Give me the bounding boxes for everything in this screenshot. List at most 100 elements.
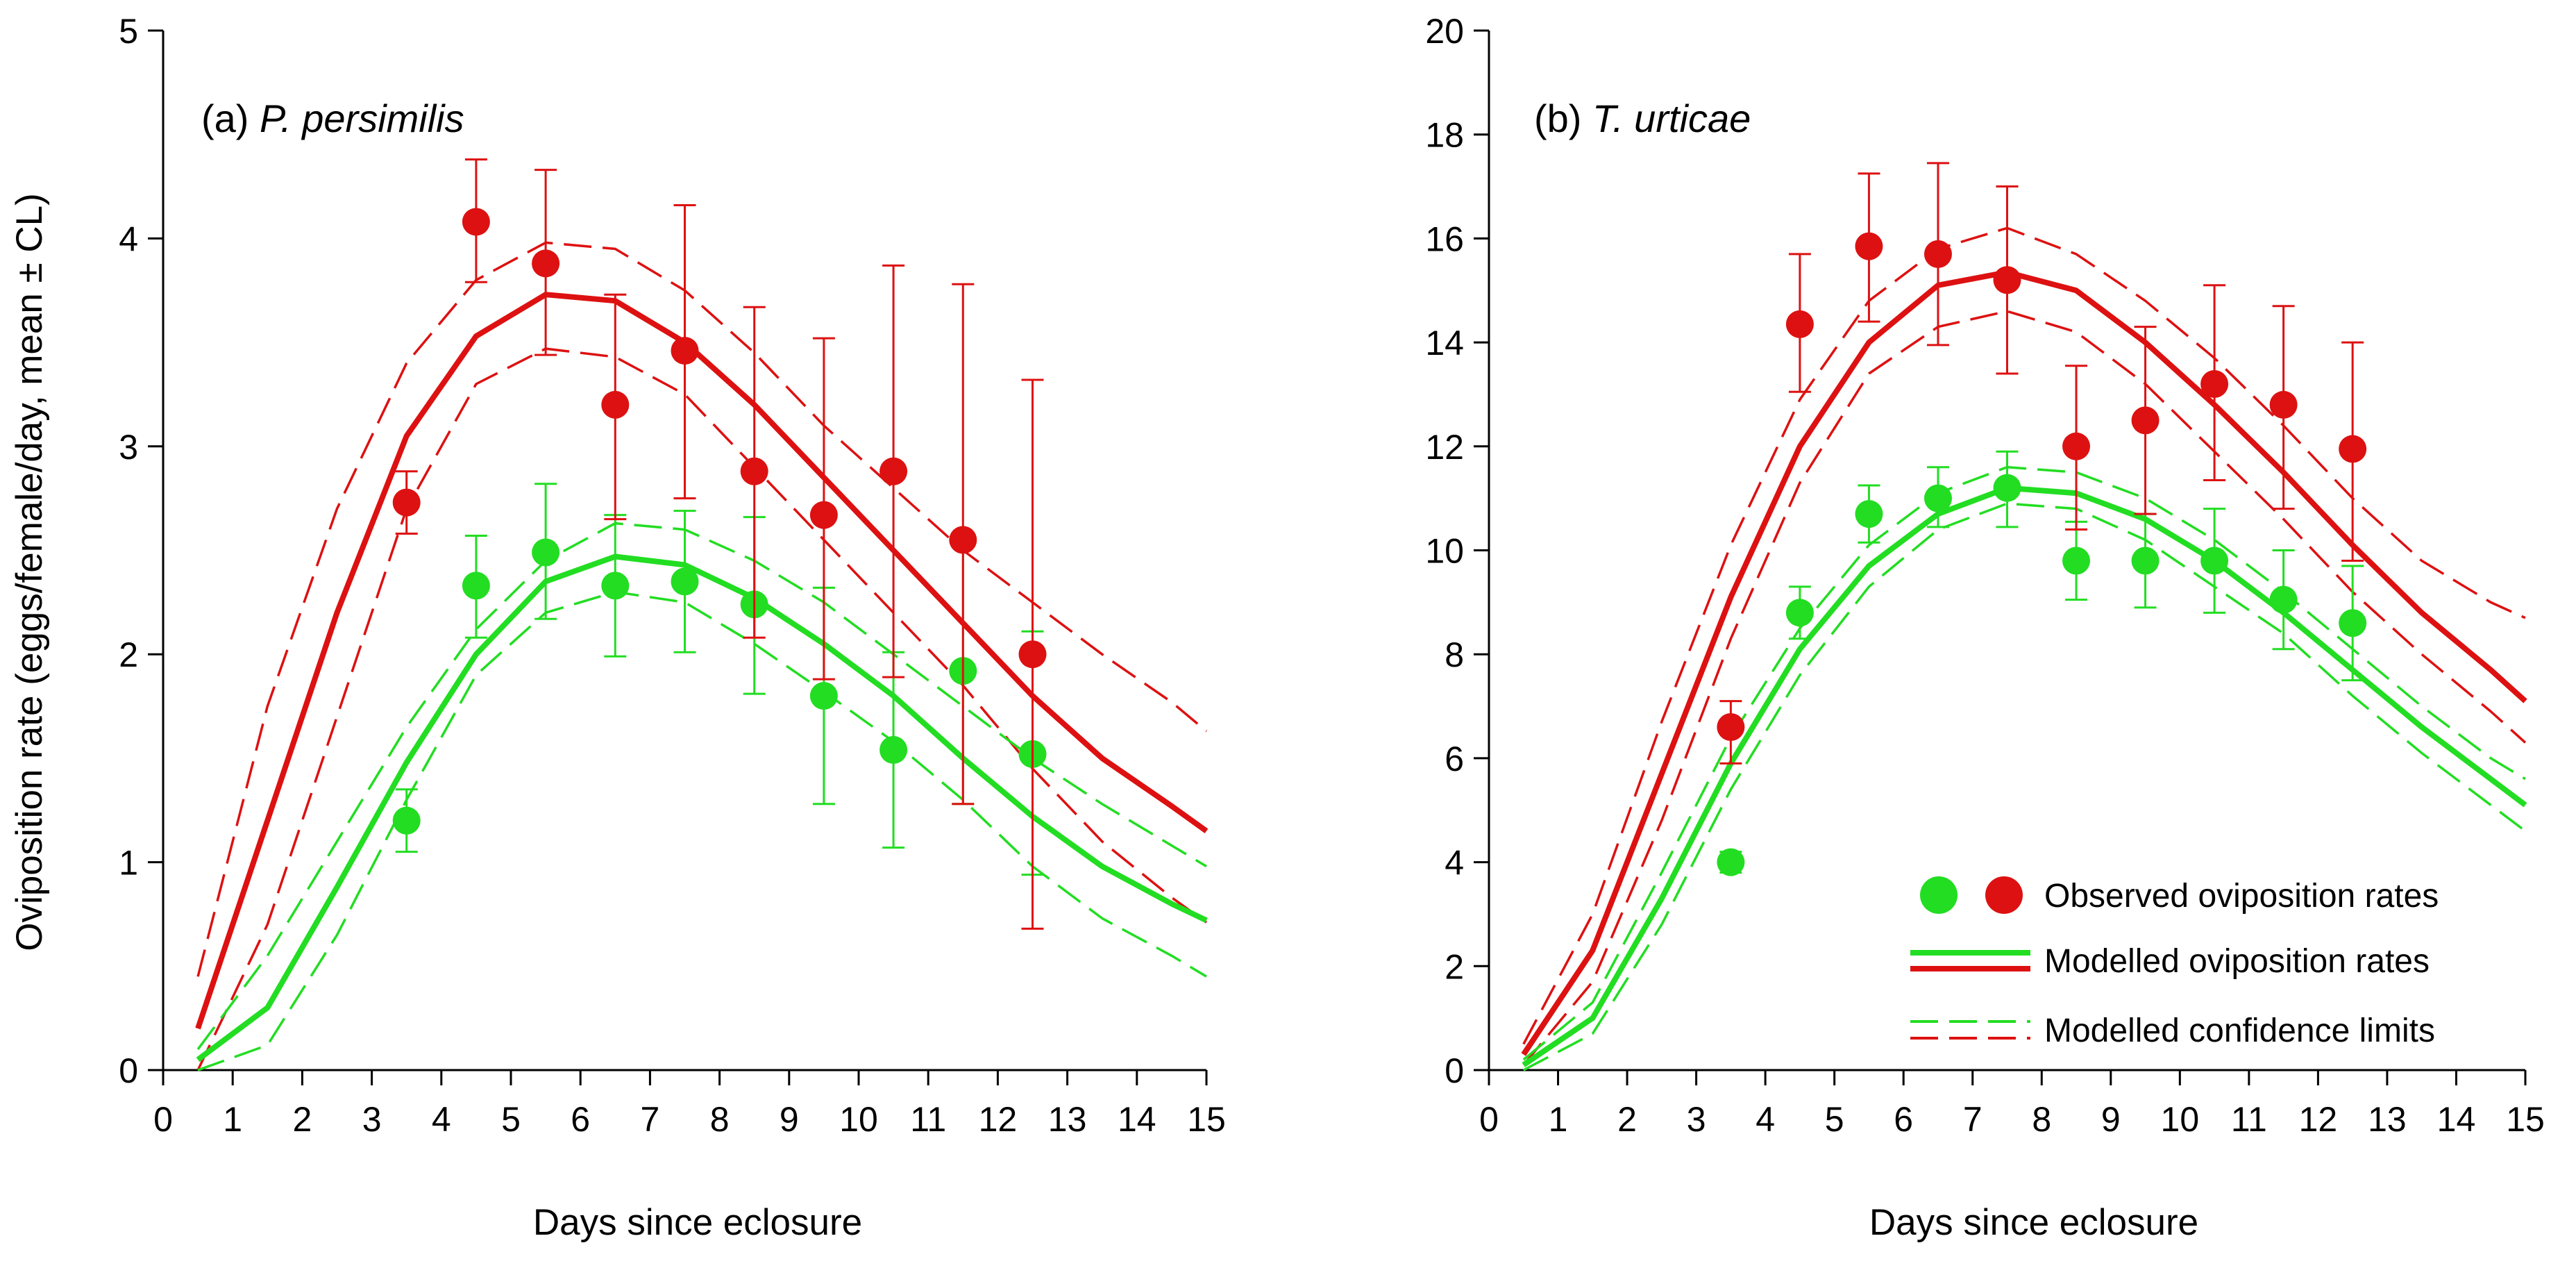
panel-b-x-tick-label: 8 bbox=[2032, 1100, 2051, 1139]
panel-b-x-tick-label: 4 bbox=[1756, 1100, 1775, 1139]
panel-b-x-tick-label: 1 bbox=[1549, 1100, 1568, 1139]
legend-label-modelled: Modelled oviposition rates bbox=[2044, 943, 2430, 980]
panel-b-green-observed-point bbox=[2269, 585, 2298, 614]
panel-b-x-tick-label: 5 bbox=[1825, 1100, 1844, 1139]
panel-b-red-confidence-line bbox=[1522, 226, 2526, 1045]
panel-b-label: (b) T. urticae bbox=[1534, 97, 1751, 140]
panel-b-green-confidence-line bbox=[1522, 465, 2526, 1061]
panel-b-x-tick-label: 2 bbox=[1617, 1100, 1637, 1139]
panel-a-label: (a) P. persimilis bbox=[201, 97, 464, 140]
panel-a-x-tick-label: 14 bbox=[1118, 1100, 1156, 1139]
panel-b-red-observed-point bbox=[1923, 240, 1952, 268]
panel-b-y-tick-label: 2 bbox=[1445, 947, 1464, 986]
panel-a-green-observed-point bbox=[392, 806, 421, 835]
panel-a-red-observed-point bbox=[1018, 640, 1047, 669]
panel-a-y-tick-label: 1 bbox=[119, 844, 138, 883]
panel-b-green-observed-point bbox=[1993, 474, 2021, 502]
panel-a-x-tick-label: 9 bbox=[780, 1100, 799, 1139]
panel-a-red-observed-point bbox=[462, 208, 490, 236]
panel-b-y-tick-label: 14 bbox=[1425, 324, 1464, 362]
panel-b-x-tick-label: 3 bbox=[1687, 1100, 1706, 1139]
panel-b-red-observed-point bbox=[2339, 435, 2367, 463]
panel-b-x-tick-label: 15 bbox=[2506, 1100, 2545, 1139]
panel-a-red-confidence-line bbox=[196, 347, 1208, 1071]
panel-b-green-model-line bbox=[1522, 485, 2527, 1067]
panel-a-x-tick-label: 12 bbox=[979, 1100, 1018, 1139]
panel-b-x-tick-label: 13 bbox=[2368, 1100, 2407, 1139]
panel-a-x-tick-label: 5 bbox=[501, 1100, 521, 1139]
panel-b-green-confidence-line bbox=[1522, 502, 2527, 1071]
panel-b-x-tick-label: 10 bbox=[2161, 1100, 2200, 1139]
panel-b-green-observed-point bbox=[2200, 547, 2229, 575]
panel-a-red-observed-point bbox=[740, 457, 768, 485]
panel-b-y-tick-label: 4 bbox=[1445, 844, 1464, 883]
panel-a-green-observed-point bbox=[462, 572, 490, 600]
panel-b-red-observed-point bbox=[2200, 369, 2229, 398]
panel-b: 0 1 2 3 4 5 6 7 8 9 10 11 12 13 14 1502468101214161820 … bbox=[1425, 12, 2544, 1243]
panel-b-green-observed-point bbox=[2131, 547, 2160, 575]
legend-green-marker bbox=[1920, 876, 1958, 914]
panel-a-red-observed-point bbox=[671, 337, 699, 365]
panel-b-x-tick-label: 6 bbox=[1894, 1100, 1913, 1139]
panel-a-x-tick-label: 8 bbox=[710, 1100, 730, 1139]
panel-b-y-tick-label: 12 bbox=[1425, 428, 1464, 467]
panel-a-y-tick-label: 4 bbox=[119, 219, 138, 258]
panel-b-y-tick-label: 0 bbox=[1445, 1051, 1464, 1090]
panel-a-green-observed-point bbox=[879, 735, 908, 764]
panel-b-red-model-line bbox=[1521, 269, 2527, 1056]
panel-b-red-observed-point bbox=[2269, 390, 2298, 419]
panel-b-green-observed-point bbox=[2339, 609, 2367, 637]
panel-b-y-tick-label: 10 bbox=[1425, 532, 1464, 571]
legend-red-marker bbox=[1985, 876, 2023, 914]
panel-a-red-observed-point bbox=[809, 501, 838, 529]
panel-a-red-confidence-line bbox=[196, 241, 1208, 977]
panel-b-x-axis-title: Days since eclosure bbox=[1869, 1202, 2198, 1243]
panel-b-x-tick-label: 14 bbox=[2437, 1100, 2476, 1139]
panel-a-green-model-line bbox=[196, 553, 1208, 1062]
panel-a-x-tick-label: 1 bbox=[223, 1100, 242, 1139]
panel-a-x-tick-label: 11 bbox=[910, 1100, 946, 1139]
panel-a-x-axis-title: Days since eclosure bbox=[533, 1202, 862, 1243]
panel-b-red-observed-point bbox=[1855, 232, 1883, 260]
panel-a-red-observed-point bbox=[879, 457, 908, 485]
panel-b-green-observed-point bbox=[1923, 484, 1952, 512]
panel-a-y-tick-label: 0 bbox=[119, 1051, 138, 1090]
panel-b-green-observed-point bbox=[2062, 547, 2091, 575]
panel-a-x-tick-label: 10 bbox=[839, 1100, 878, 1139]
panel-a-x-tick-label: 13 bbox=[1048, 1100, 1087, 1139]
panel-a-green-confidence-line bbox=[196, 522, 1207, 1051]
panel-b-red-observed-point bbox=[2131, 406, 2160, 435]
panel-a-green-observed-point bbox=[532, 538, 560, 567]
panel-b-y-tick-label: 6 bbox=[1445, 740, 1464, 778]
panel-a-y-tick-label: 3 bbox=[119, 428, 138, 467]
panel-b-x-tick-label: 12 bbox=[2299, 1100, 2338, 1139]
panel-a-red-model-line bbox=[195, 292, 1209, 1030]
panel-b-x-tick-label: 9 bbox=[2101, 1100, 2121, 1139]
panel-a-y-axis-title: Oviposition rate (eggs/female/day, mean … bbox=[9, 193, 50, 951]
panel-b-green-observed-point bbox=[1855, 500, 1883, 528]
panel-b-red-observed-point bbox=[2062, 432, 2091, 460]
panel-a-x-tick-label: 3 bbox=[362, 1100, 382, 1139]
panel-b-green-observed-point bbox=[1785, 599, 1814, 627]
legend-label-confidence: Modelled confidence limits bbox=[2044, 1012, 2435, 1049]
panel-b-red-observed-point bbox=[1717, 712, 1745, 741]
panel-b-red-observed-point bbox=[1785, 310, 1814, 338]
panel-b-y-tick-label: 18 bbox=[1425, 116, 1464, 155]
panel-a-green-observed-point bbox=[809, 682, 838, 710]
panel-a-red-observed-point bbox=[392, 488, 421, 517]
panel-a-y-tick-label: 2 bbox=[119, 635, 138, 674]
panel-a-red-observed-point bbox=[601, 390, 630, 419]
panel-a-x-tick-label: 7 bbox=[640, 1100, 659, 1139]
legend-label-observed: Observed oviposition rates bbox=[2044, 878, 2439, 915]
panel-b-red-observed-point bbox=[1993, 266, 2021, 294]
panel-b-y-tick-label: 20 bbox=[1425, 12, 1464, 51]
panel-a-green-observed-point bbox=[671, 567, 699, 596]
panel-a-y-tick-label: 5 bbox=[119, 12, 138, 51]
panel-a-x-tick-label: 0 bbox=[153, 1100, 173, 1139]
panel-a-red-observed-point bbox=[532, 249, 560, 278]
panel-b-y-tick-label: 8 bbox=[1445, 635, 1464, 674]
panel-b-x-tick-label: 11 bbox=[2231, 1100, 2267, 1139]
